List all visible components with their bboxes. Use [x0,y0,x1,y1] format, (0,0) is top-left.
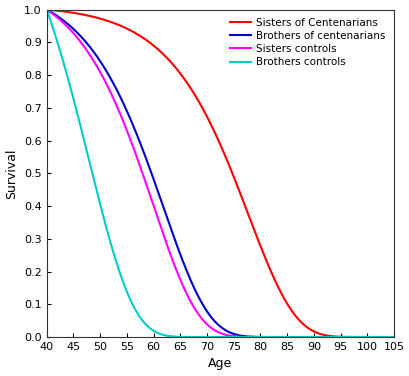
Brothers controls [317,335,322,339]
Brothers controls [380,335,385,339]
Brothers of centenarians [391,335,396,339]
Brothers of centenarians [203,308,208,312]
Sisters controls [380,335,385,339]
Sisters of Centenarians [213,132,218,136]
Line: Brothers of centenarians: Brothers of centenarians [47,9,393,337]
Brothers of centenarians [62,19,67,24]
Sisters of Centenarians [62,9,67,14]
Brothers controls [375,335,380,339]
Sisters controls [391,335,396,339]
Brothers controls [62,64,67,68]
Sisters of Centenarians [317,332,322,336]
Line: Sisters of Centenarians: Sisters of Centenarians [47,9,393,337]
Sisters of Centenarians [44,7,49,12]
Sisters of Centenarians [391,335,396,339]
X-axis label: Age: Age [208,358,232,370]
Sisters controls [203,321,208,326]
Sisters controls [213,329,218,333]
Brothers of centenarians [44,7,49,12]
Line: Brothers controls: Brothers controls [47,9,393,337]
Y-axis label: Survival: Survival [6,148,18,199]
Sisters controls [317,335,322,339]
Sisters of Centenarians [380,335,385,339]
Line: Sisters controls: Sisters controls [47,9,393,337]
Brothers of centenarians [380,335,385,339]
Brothers controls [203,335,208,339]
Brothers of centenarians [380,335,385,339]
Brothers controls [381,335,386,339]
Sisters controls [380,335,385,339]
Sisters of Centenarians [380,335,385,339]
Brothers of centenarians [317,335,322,339]
Legend: Sisters of Centenarians, Brothers of centenarians, Sisters controls, Brothers co: Sisters of Centenarians, Brothers of cen… [227,15,388,70]
Sisters controls [44,7,49,12]
Sisters of Centenarians [203,113,208,118]
Brothers controls [44,7,49,12]
Sisters controls [62,21,67,26]
Brothers of centenarians [213,320,218,324]
Brothers controls [391,335,396,339]
Brothers controls [213,335,218,339]
